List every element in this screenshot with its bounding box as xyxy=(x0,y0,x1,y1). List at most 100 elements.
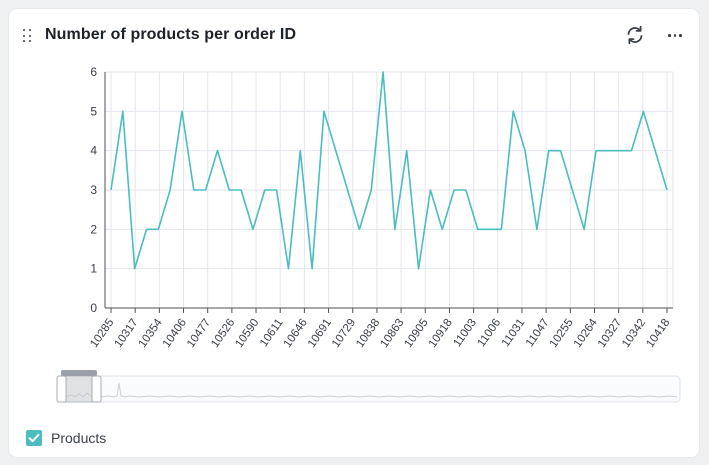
legend-label: Products xyxy=(51,430,107,446)
data-point xyxy=(394,228,396,230)
drag-handle-icon[interactable] xyxy=(23,29,33,43)
y-tick-label: 5 xyxy=(90,104,97,118)
data-point xyxy=(252,228,254,230)
data-point xyxy=(524,149,526,151)
x-tick-label: 10317 xyxy=(112,317,140,350)
zoom-slider-track[interactable] xyxy=(60,375,681,403)
data-point xyxy=(311,267,313,269)
x-tick-label: 10418 xyxy=(644,317,672,350)
checkmark-icon xyxy=(28,433,40,443)
data-point xyxy=(169,189,171,191)
zoom-slider-top-grip[interactable] xyxy=(61,370,97,376)
data-point xyxy=(370,189,372,191)
data-point xyxy=(275,189,277,191)
data-point xyxy=(204,189,206,191)
data-point xyxy=(323,110,325,112)
data-point xyxy=(122,110,124,112)
data-point xyxy=(666,189,668,191)
data-point xyxy=(429,189,431,191)
x-tick-label: 10255 xyxy=(548,317,576,350)
x-tick-label: 10526 xyxy=(209,317,237,350)
data-point xyxy=(441,228,443,230)
data-point xyxy=(583,228,585,230)
chart-title: Number of products per order ID xyxy=(45,26,297,43)
refresh-button[interactable] xyxy=(623,23,647,47)
data-point xyxy=(216,149,218,151)
y-axis-ticks: 0 1 2 3 4 5 6 xyxy=(90,65,97,315)
zoom-slider-overview xyxy=(64,382,678,398)
x-tick-label: 11031 xyxy=(500,317,528,349)
data-point xyxy=(595,149,597,151)
data-point xyxy=(157,228,159,230)
data-point xyxy=(453,189,455,191)
data-point xyxy=(299,149,301,151)
data-point xyxy=(465,189,467,191)
data-point xyxy=(110,189,112,191)
y-tick-label: 3 xyxy=(90,183,97,197)
data-point xyxy=(181,110,183,112)
zoom-slider-left-handle[interactable] xyxy=(56,375,67,403)
y-tick-label: 6 xyxy=(90,65,97,79)
x-tick-label: 10905 xyxy=(403,317,431,350)
data-point xyxy=(193,189,195,191)
data-point xyxy=(559,149,561,151)
x-tick-label: 10646 xyxy=(282,317,310,350)
data-point xyxy=(264,189,266,191)
legend-checkbox[interactable] xyxy=(26,430,42,446)
chart-axes xyxy=(104,72,673,313)
x-tick-label: 10691 xyxy=(306,317,334,350)
legend-item-products[interactable]: Products xyxy=(26,428,106,448)
data-point xyxy=(382,71,384,73)
data-point xyxy=(287,267,289,269)
x-tick-label: 10729 xyxy=(330,317,358,350)
data-point xyxy=(536,228,538,230)
x-tick-label: 10918 xyxy=(427,317,455,350)
x-tick-label: 10327 xyxy=(596,317,624,350)
data-point xyxy=(335,149,337,151)
y-tick-label: 4 xyxy=(90,144,97,158)
y-tick-label: 1 xyxy=(90,262,97,276)
x-tick-label: 10477 xyxy=(185,317,213,350)
data-point xyxy=(358,228,360,230)
data-point xyxy=(571,189,573,191)
x-tick-label: 10611 xyxy=(258,317,286,349)
refresh-icon xyxy=(627,25,643,45)
data-point xyxy=(654,149,656,151)
data-point xyxy=(406,149,408,151)
data-point xyxy=(512,110,514,112)
data-point xyxy=(548,149,550,151)
zoom-slider-right-handle[interactable] xyxy=(91,375,102,403)
card-header: Number of products per order ID xyxy=(9,9,699,61)
x-tick-label: 11047 xyxy=(524,317,552,349)
data-point xyxy=(618,149,620,151)
more-horizontal-icon xyxy=(668,34,671,37)
data-point xyxy=(346,189,348,191)
series-layer xyxy=(110,71,668,270)
x-tick-label: 10285 xyxy=(88,317,116,350)
x-tick-label: 10838 xyxy=(354,317,382,350)
x-axis-ticks: 1028510317103541040610477105261059010611… xyxy=(88,316,672,350)
data-point xyxy=(607,149,609,151)
x-tick-label: 10590 xyxy=(233,317,261,350)
data-point xyxy=(642,110,644,112)
data-point xyxy=(630,149,632,151)
data-point xyxy=(477,228,479,230)
x-tick-label: 10406 xyxy=(161,317,189,350)
y-tick-label: 0 xyxy=(90,301,97,315)
data-point xyxy=(228,189,230,191)
zoom-slider[interactable] xyxy=(56,370,681,403)
y-tick-label: 2 xyxy=(90,222,97,236)
x-tick-label: 10354 xyxy=(137,316,166,350)
x-tick-label: 10342 xyxy=(620,317,648,350)
chart-grid xyxy=(105,71,674,308)
data-point xyxy=(417,267,419,269)
x-tick-label: 10863 xyxy=(378,317,406,350)
data-point xyxy=(488,228,490,230)
data-point xyxy=(240,189,242,191)
more-options-button[interactable] xyxy=(663,23,687,47)
x-tick-label: 10264 xyxy=(572,316,601,350)
data-point xyxy=(500,228,502,230)
data-point xyxy=(133,267,135,269)
